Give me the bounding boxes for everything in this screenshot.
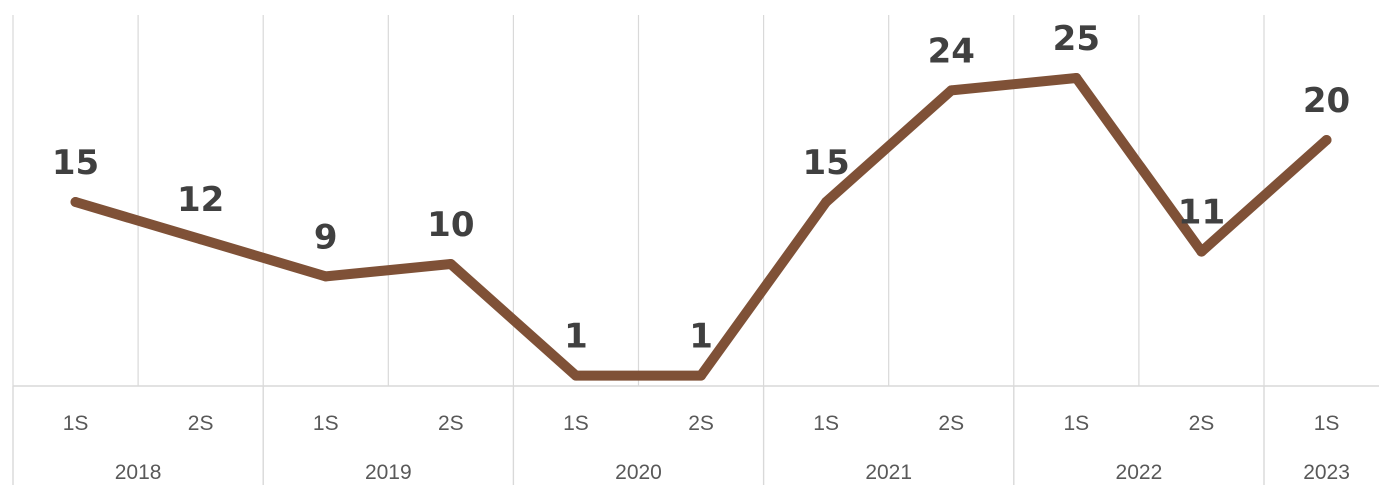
tick-label-semester: 1S: [1064, 412, 1090, 435]
tick-label-semester: 2S: [438, 412, 464, 435]
tick-label-semester: 1S: [313, 412, 339, 435]
series-line-layer: [70, 73, 1332, 381]
x-axis: 1S 2S 1S 2S 1S 2S 1S 2S 1S 2S 1S 2018 2019 2020 2021 20…: [12, 385, 1379, 485]
data-label: 25: [1053, 19, 1100, 59]
data-label: 12: [177, 180, 224, 220]
data-point: [70, 197, 81, 207]
data-point: [1321, 135, 1332, 145]
data-label: 15: [802, 143, 849, 183]
data-point: [821, 197, 832, 207]
tick-label-semester: 1S: [1314, 412, 1340, 435]
tick-label-year: 2023: [1303, 461, 1350, 484]
data-label: 1: [564, 317, 588, 357]
data-point: [570, 370, 581, 381]
data-point: [1196, 246, 1207, 257]
data-label: 1: [689, 317, 713, 357]
data-label: 20: [1303, 81, 1350, 121]
data-point: [445, 259, 456, 269]
tick-label-year: 2022: [1116, 461, 1163, 484]
gridlines: [12, 15, 1265, 386]
tick-label-semester: 2S: [938, 412, 964, 435]
tick-label-semester: 1S: [813, 412, 839, 435]
data-point: [320, 271, 331, 282]
tick-label-semester: 2S: [688, 412, 714, 435]
data-point: [696, 370, 707, 381]
tick-label-semester: 2S: [1189, 412, 1215, 435]
data-label: 10: [427, 205, 474, 245]
data-label: 24: [928, 31, 975, 71]
tick-label-semester: 2S: [188, 412, 214, 435]
tick-label-year: 2018: [115, 461, 162, 484]
data-label: 9: [314, 217, 338, 257]
data-point: [1071, 73, 1082, 83]
tick-label-semester: 1S: [563, 412, 589, 435]
data-label: 11: [1178, 193, 1225, 233]
tick-label-year: 2019: [365, 461, 412, 484]
data-point: [946, 85, 957, 96]
tick-label-year: 2020: [615, 461, 662, 484]
data-label: 15: [52, 143, 99, 183]
tick-label-year: 2021: [865, 461, 912, 484]
tick-label-semester: 1S: [63, 412, 89, 435]
data-point: [195, 234, 206, 245]
